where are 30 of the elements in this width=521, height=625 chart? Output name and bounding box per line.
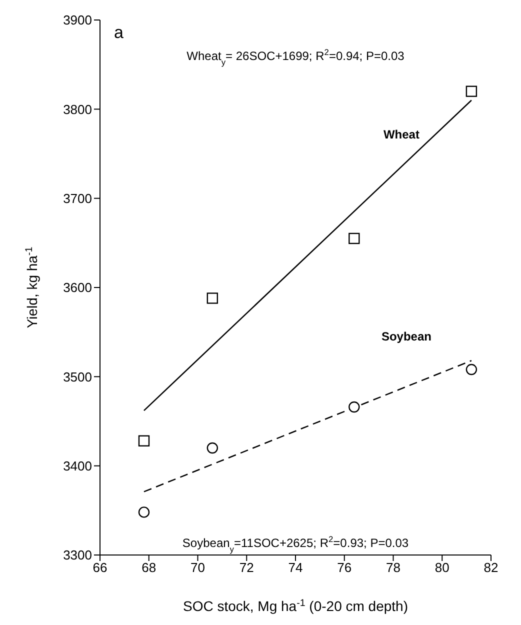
y-tick-label: 3500 — [63, 369, 92, 384]
y-tick-label: 3600 — [63, 280, 92, 296]
series-label: Wheat — [383, 127, 420, 142]
y-tick-label: 3400 — [63, 458, 92, 474]
annotation: Wheat$_{y}$= 26SOC+1699; R$^{2}$=0.94; P=0.03 — [186, 47, 405, 67]
point — [466, 364, 478, 376]
x-tick-label: 78 — [386, 560, 400, 576]
annotation: a — [114, 23, 124, 42]
x-tick-label: 72 — [239, 560, 254, 576]
point — [138, 506, 150, 518]
x-tick-label: 70 — [190, 560, 205, 576]
y-tick-label: 3800 — [63, 102, 92, 117]
x-tick-label: 74 — [288, 560, 303, 576]
text: Soybean — [381, 330, 432, 344]
point — [206, 292, 218, 304]
x-tick-label: 66 — [92, 560, 108, 576]
point — [138, 435, 150, 446]
y-tick-label: 3700 — [63, 190, 92, 206]
y-tick-label: 3900 — [63, 12, 92, 28]
point — [348, 401, 360, 413]
annotation: Soybean$_{y}$=11SOC+2625; R$^{2}$=0.93; P=0.03 — [182, 534, 409, 554]
x-tick-label: 76 — [337, 560, 352, 576]
x-tick-label: 80 — [434, 560, 450, 576]
point — [466, 86, 478, 97]
point — [206, 442, 218, 454]
x-axis-title: SOC stock, Mg ha$^{-1}$ (0-20 cm depth) — [182, 598, 408, 614]
y-tick-label: 3300 — [63, 548, 92, 563]
x-tick-label: 68 — [142, 560, 156, 576]
x-tick-label: 82 — [484, 560, 498, 576]
point — [348, 232, 360, 244]
